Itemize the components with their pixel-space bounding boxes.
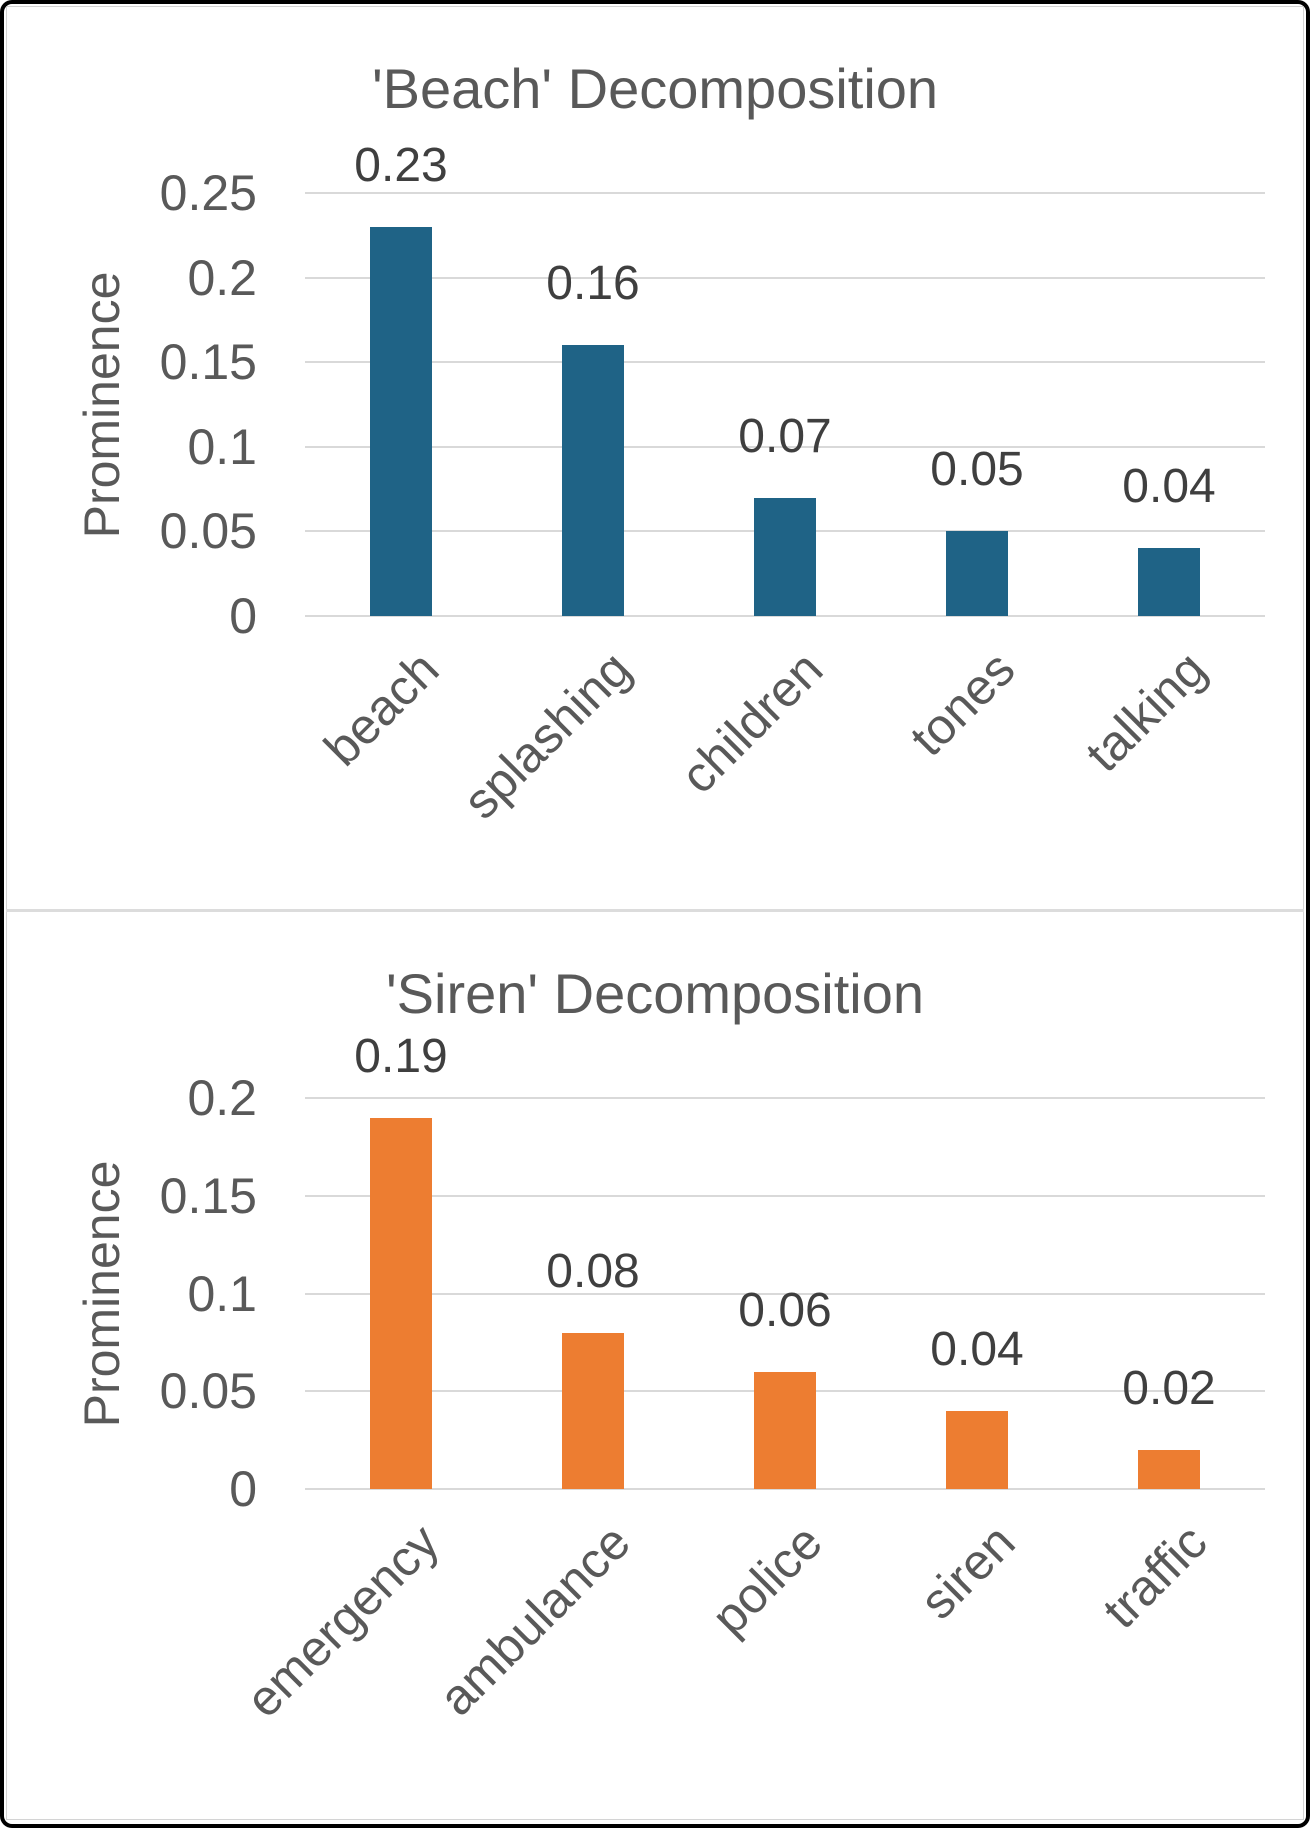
bar-police — [754, 1371, 816, 1489]
x-category-label: tones — [899, 640, 1026, 767]
x-category-label: talking — [1075, 640, 1218, 783]
gridline — [305, 1292, 1265, 1295]
data-label: 0.05 — [930, 443, 1024, 497]
gridline — [305, 361, 1265, 364]
x-category-label: splashing — [452, 640, 642, 830]
data-label: 0.06 — [738, 1283, 832, 1337]
y-tick-label: 0 — [229, 1461, 257, 1517]
x-category-label: siren — [908, 1513, 1026, 1630]
y-tick-label: 0 — [229, 588, 257, 644]
data-label: 0.04 — [930, 1322, 1024, 1376]
y-tick-label: 0.15 — [159, 1167, 257, 1224]
y-tick-label: 0.05 — [159, 1363, 257, 1420]
bar-emergency — [370, 1117, 432, 1489]
y-tick-label: 0.15 — [159, 334, 257, 391]
bar-ambulance — [562, 1332, 624, 1489]
x-category-label: beach — [313, 640, 450, 777]
bar-siren — [946, 1410, 1008, 1489]
plot-area: 0 0.05 0.1 0.15 0.2 0.19 emergency 0.08 ambulanc… — [7, 912, 1303, 1819]
y-tick-label: 0.1 — [187, 418, 257, 475]
x-category-label: emergency — [234, 1513, 450, 1729]
gridline — [305, 1194, 1265, 1197]
y-tick-label: 0.1 — [187, 1265, 257, 1322]
gridline — [305, 615, 1265, 617]
bar-talking — [1138, 548, 1200, 616]
x-category-label: children — [669, 640, 834, 805]
bar-tones — [946, 531, 1008, 616]
data-label: 0.08 — [546, 1244, 640, 1298]
data-label: 0.07 — [738, 409, 832, 463]
bar-children — [754, 497, 816, 616]
bar-beach — [370, 226, 432, 616]
y-tick-label: 0.2 — [187, 1070, 257, 1126]
y-tick-label: 0.05 — [159, 503, 257, 560]
data-label: 0.19 — [354, 1029, 448, 1083]
chart-title: 'Beach' Decomposition — [371, 57, 939, 120]
bar-splashing — [562, 345, 624, 616]
x-category-label: ambulance — [428, 1513, 642, 1727]
bar-traffic — [1138, 1449, 1200, 1489]
gridline — [305, 276, 1265, 279]
panel-divider — [6, 909, 1304, 912]
data-label: 0.23 — [354, 138, 448, 192]
gridline — [305, 192, 1265, 194]
gridline — [305, 1097, 1265, 1099]
chart-panel-siren: 'Siren' Decomposition Prominence 0 0.05 0.… — [6, 912, 1304, 1820]
x-category-label: traffic — [1091, 1513, 1218, 1639]
data-label: 0.02 — [1122, 1361, 1216, 1415]
x-category-label: police — [701, 1513, 834, 1646]
chart-title: 'Siren' Decomposition — [385, 962, 925, 1025]
chart-panel-beach: 'Beach' Decomposition Prominence 0 0.05 0.… — [6, 6, 1304, 909]
y-tick-label: 0.2 — [187, 249, 257, 306]
data-label: 0.16 — [546, 257, 640, 311]
y-tick-label: 0.25 — [159, 165, 257, 221]
plot-area: 0 0.05 0.1 0.15 0.2 0.25 0.23 beach 0.16 splashin… — [7, 7, 1303, 909]
data-label: 0.04 — [1122, 460, 1216, 514]
charts-stack: 'Beach' Decomposition Prominence 0 0.05 0.… — [4, 4, 1306, 1824]
gridline — [305, 445, 1265, 448]
gridline — [305, 1488, 1265, 1490]
